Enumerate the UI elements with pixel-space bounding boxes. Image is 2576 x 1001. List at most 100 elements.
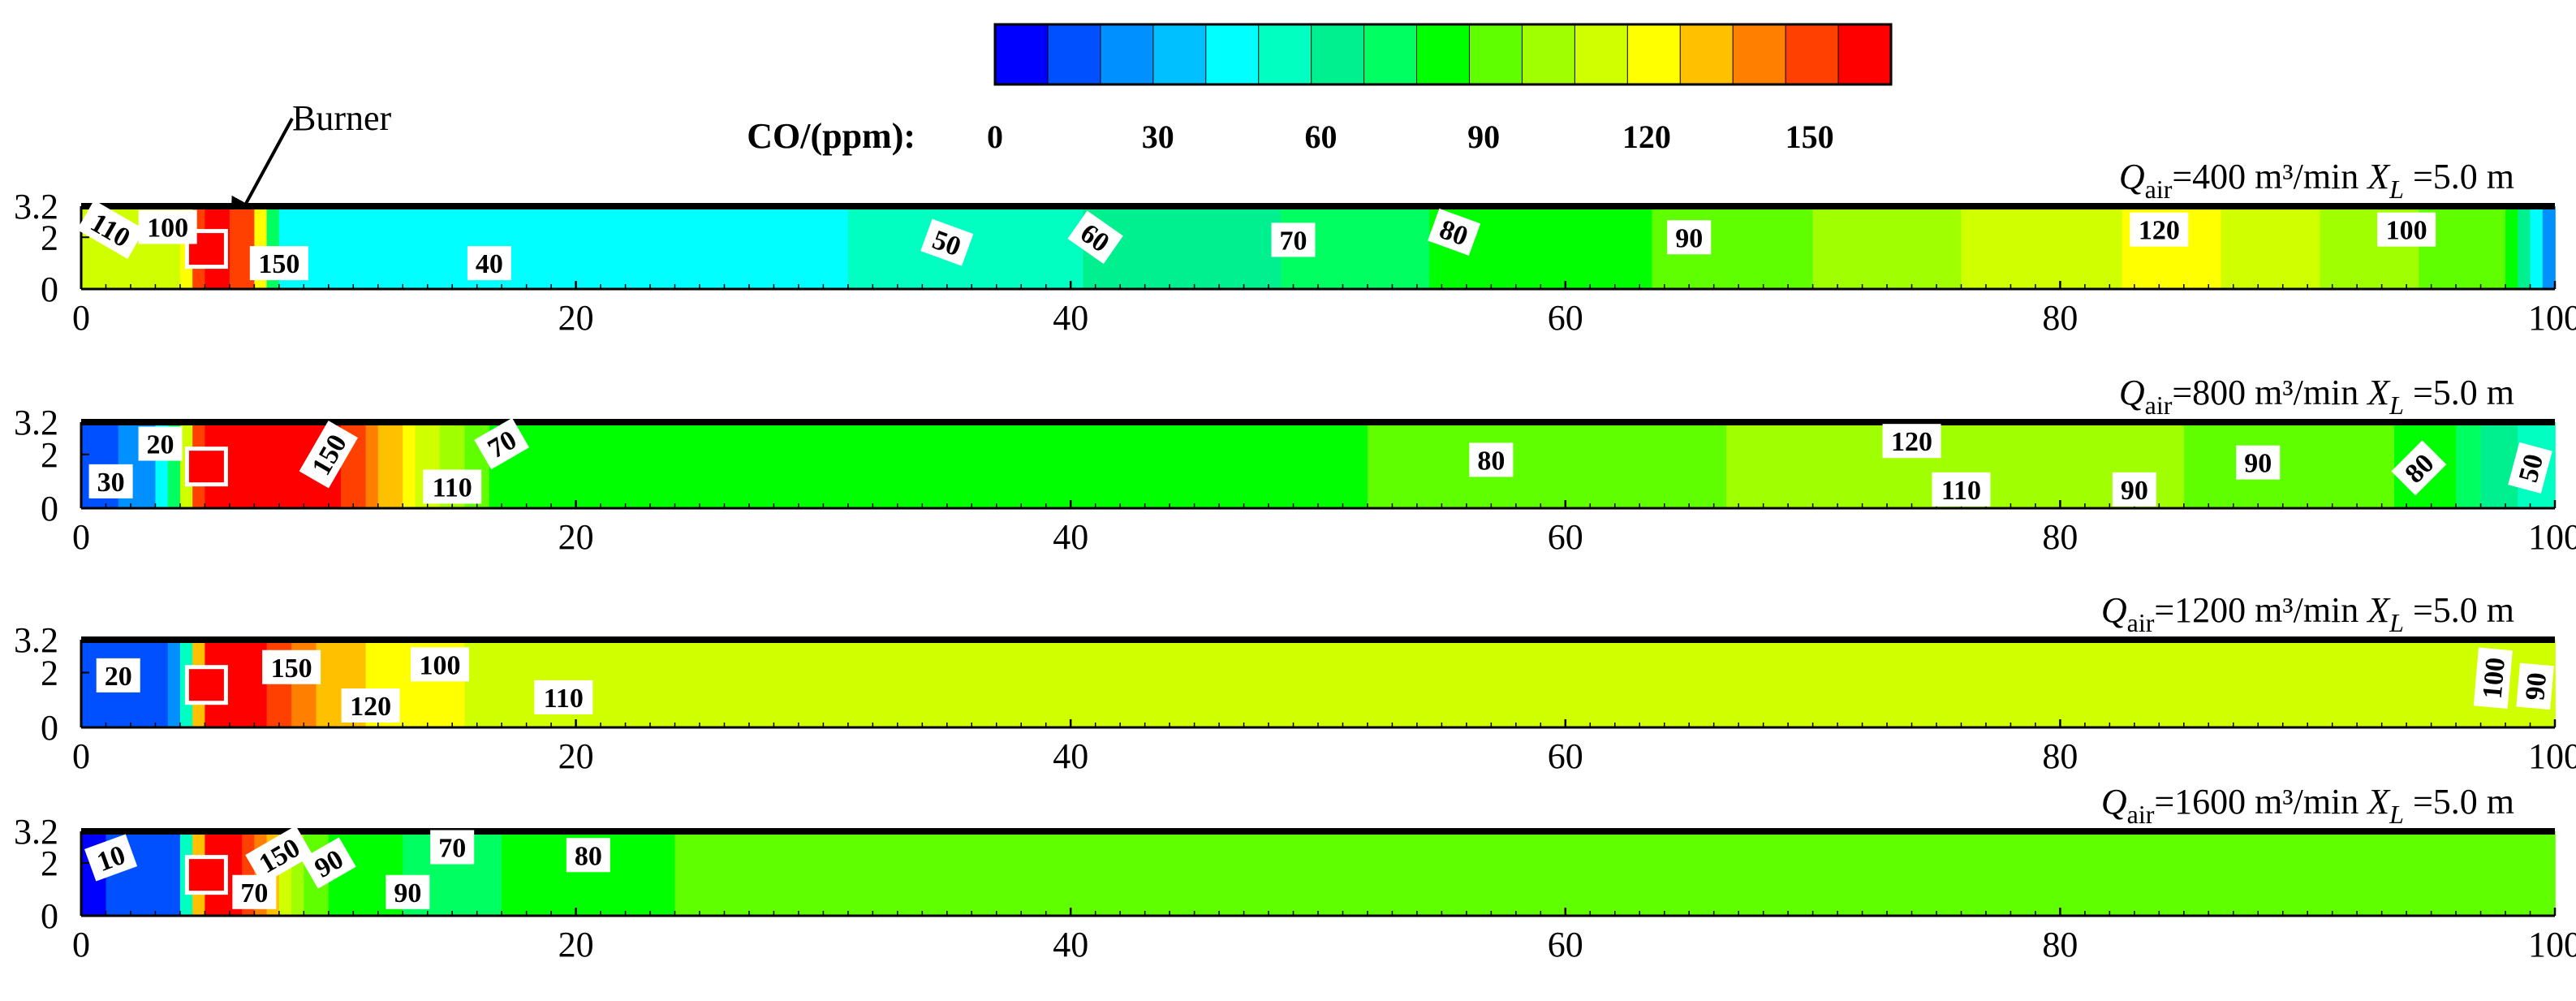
field-strip: [1157, 206, 1170, 289]
field-strip: [1676, 831, 1690, 916]
colorbar-tick-label: 120: [1622, 119, 1671, 155]
field-strip: [872, 422, 886, 508]
field-strip: [1713, 831, 1727, 916]
field-strip: [328, 640, 342, 727]
colorbar-tick-label: 150: [1786, 119, 1834, 155]
contour-label-bg: [245, 826, 313, 885]
field-strip: [1602, 640, 1616, 727]
field-strip: [724, 640, 738, 727]
field-strip: [748, 831, 762, 916]
field-strip: [922, 640, 936, 727]
contour-label: 90: [386, 874, 430, 909]
field-strip: [1330, 640, 1344, 727]
field-strip: [1318, 422, 1332, 508]
field-strip: [984, 206, 997, 289]
contour-label-text: 150: [271, 654, 312, 684]
field-strip: [328, 206, 342, 289]
field-strip: [1182, 831, 1195, 916]
field-strip: [2109, 206, 2123, 289]
field-strip: [2048, 831, 2061, 916]
field-strip: [2456, 640, 2470, 727]
field-strip: [811, 422, 825, 508]
field-strip: [1243, 640, 1257, 727]
field-strip: [773, 640, 787, 727]
field-strip: [1132, 640, 1146, 727]
contour-label-text: 100: [2386, 216, 2427, 246]
field-strip: [712, 206, 726, 289]
field-strip: [1738, 422, 1752, 508]
field-strip: [1652, 831, 1665, 916]
field-strip: [823, 831, 837, 916]
field-strip: [2282, 422, 2296, 508]
contour-label: 120: [341, 688, 400, 723]
field-strip: [155, 640, 169, 727]
xl-var: X: [2366, 590, 2391, 630]
field-strip: [860, 640, 874, 727]
field-strip: [1107, 831, 1121, 916]
field-strip: [1627, 206, 1641, 289]
colorbar-bin: [1416, 24, 1471, 85]
field-strip: [1157, 831, 1170, 916]
field-strip: [2097, 206, 2111, 289]
field-strip: [1342, 831, 1356, 916]
field-strip: [1602, 206, 1616, 289]
contour-label: 70: [430, 830, 475, 865]
field-strip: [1491, 206, 1505, 289]
field-strip: [1058, 831, 1071, 916]
field-strip: [736, 831, 750, 916]
field-strip: [1899, 206, 1913, 289]
field-strip: [1441, 831, 1455, 916]
field-strip: [2492, 206, 2506, 289]
field-strip: [1949, 206, 1962, 289]
colorbar-tick-label: 30: [1142, 119, 1174, 155]
field-strip: [1639, 831, 1653, 916]
field-strip: [1021, 640, 1035, 727]
field-strip: [2344, 640, 2358, 727]
field-strip: [798, 640, 812, 727]
field-strip: [712, 640, 726, 727]
field-strip: [1788, 831, 1802, 916]
colorbar-frame: [993, 23, 1893, 86]
field-strip: [365, 831, 379, 916]
field-strip: [1466, 831, 1480, 916]
field-strip: [1515, 422, 1529, 508]
field-strip: [2542, 422, 2556, 508]
field-strip: [1614, 206, 1628, 289]
field-strip: [1479, 206, 1493, 289]
field-strip: [2221, 206, 2234, 289]
field-strip: [1738, 640, 1752, 727]
field-strip: [2307, 206, 2321, 289]
field-strip: [971, 640, 985, 727]
field-strip: [1540, 422, 1554, 508]
x-tick-label: 40: [1053, 298, 1088, 338]
contour-label-bg: [138, 209, 197, 244]
xl-text: =5.0 m: [2404, 373, 2514, 412]
field-strip: [1812, 206, 1826, 289]
field-strip: [984, 831, 997, 916]
field-strip: [1862, 206, 1876, 289]
field-strip: [229, 640, 243, 727]
field-strip: [1392, 640, 1406, 727]
field-strip: [687, 640, 700, 727]
colorbar-bin: [1785, 24, 1840, 85]
field-strip: [2357, 206, 2371, 289]
field-strip: [1763, 640, 1777, 727]
field-strip: [724, 831, 738, 916]
contour-label: 80: [1428, 208, 1481, 256]
field-strip: [1936, 206, 1950, 289]
field-strip: [1689, 831, 1703, 916]
field-strip: [526, 831, 540, 916]
field-strip: [835, 422, 849, 508]
field-strip: [1454, 422, 1467, 508]
colorbar-tick-label: 90: [1467, 119, 1500, 155]
field-strip: [353, 422, 367, 508]
field-strip: [1269, 831, 1282, 916]
field-strip: [2381, 422, 2395, 508]
x-tick-label: 100: [2528, 736, 2576, 776]
field-strip: [934, 831, 948, 916]
field-strip: [551, 206, 565, 289]
field-strip: [1936, 640, 1950, 727]
y-tick-label: 3.2: [14, 187, 58, 227]
panel-title: Qair=1600 m³/min XL =5.0 m: [2101, 782, 2514, 829]
field-strip: [1231, 206, 1245, 289]
